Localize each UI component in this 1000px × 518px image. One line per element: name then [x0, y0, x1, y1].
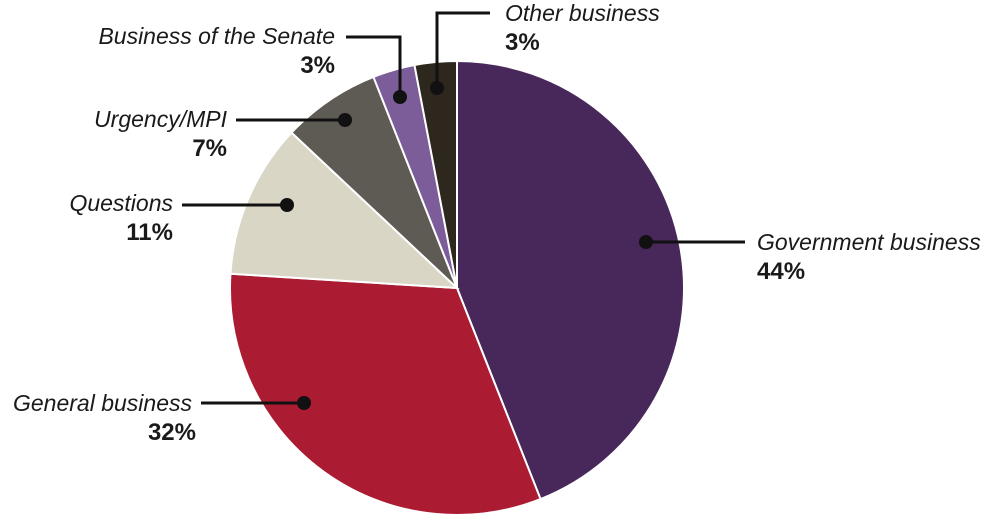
slice-label-business-of-the-senate: Business of the Senate [98, 23, 335, 49]
slice-label-urgency-mpi: Urgency/MPI [94, 106, 228, 132]
slice-label-questions: Questions [69, 190, 173, 216]
pie-slice-government-business [456, 59, 685, 501]
leader-dot-questions [280, 198, 294, 212]
pie-slice-general-business [229, 272, 542, 516]
labels-layer: Government business 44% General business 32… [13, 0, 981, 446]
leader-dot-government-business [639, 235, 653, 249]
slice-percent-questions: 11% [126, 219, 173, 246]
slice-percent-business-of-the-senate: 3% [300, 52, 335, 79]
leader-dot-general-business [297, 396, 311, 410]
leader-dot-business-of-the-senate [393, 90, 407, 104]
slice-label-other-business: Other business [505, 0, 660, 26]
leader-dot-other-business [430, 81, 444, 95]
leader-line-business-of-the-senate [346, 35, 402, 97]
slice-percent-other-business: 3% [505, 29, 540, 56]
slice-percent-urgency-mpi: 7% [192, 135, 227, 162]
leader-line-other-business [435, 11, 490, 88]
slice-label-general-business: General business [13, 390, 192, 416]
slice-percent-general-business: 32% [148, 419, 196, 446]
leader-dot-urgency-mpi [338, 113, 352, 127]
slice-percent-government-business: 44% [757, 258, 805, 285]
slice-label-government-business: Government business [757, 229, 981, 255]
slices-layer [229, 59, 685, 516]
pie-slice-questions [229, 131, 460, 290]
